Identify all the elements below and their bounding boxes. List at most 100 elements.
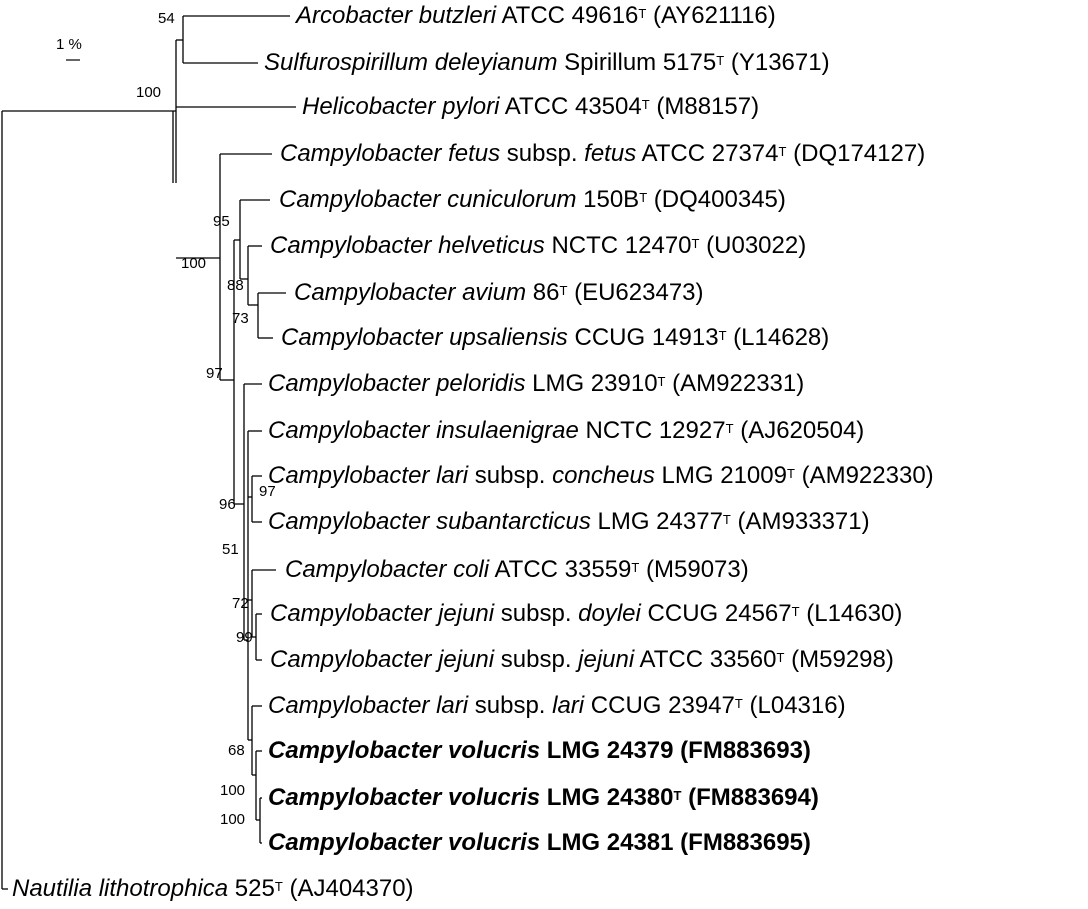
accession-number: (AM922331) xyxy=(665,370,805,397)
accession-number: (M59298) xyxy=(784,646,894,673)
taxon-label-volucris3: Campylobacter volucris LMG 24381 (FM8836… xyxy=(268,828,811,858)
species-name: Campylobacter fetus xyxy=(280,140,501,167)
accession-number: (AM933371) xyxy=(730,508,870,535)
taxon-label-avium: Campylobacter avium 86T (EU623473) xyxy=(294,278,704,308)
bootstrap-value: 54 xyxy=(158,10,175,27)
strain-text: Spirillum 5175 xyxy=(557,49,717,76)
species-name: Campylobacter subantarcticus xyxy=(268,508,591,535)
type-strain-mark: T xyxy=(691,236,700,251)
type-strain-mark: T xyxy=(776,650,785,665)
type-strain-mark: T xyxy=(718,328,727,343)
taxon-label-fetus: Campylobacter fetus subsp. fetus ATCC 27… xyxy=(280,139,925,169)
accession-number: (AJ620504) xyxy=(733,417,865,444)
species-name: Campylobacter avium xyxy=(294,279,527,306)
taxon-label-jejuni: Campylobacter jejuni subsp. jejuni ATCC … xyxy=(270,645,894,675)
type-strain-mark: T xyxy=(631,560,640,575)
accession-number: (L14628) xyxy=(726,324,830,351)
species-name: Campylobacter helveticus xyxy=(270,232,545,259)
bootstrap-value: 51 xyxy=(222,541,239,558)
strain-text: subsp. xyxy=(494,600,579,627)
species-name: Campylobacter peloridis xyxy=(268,370,526,397)
species-name: Campylobacter jejuni xyxy=(270,600,495,627)
type-strain-mark: T xyxy=(638,6,647,21)
strain-text: LMG 21009 xyxy=(654,462,787,489)
taxon-label-cuniculorum: Campylobacter cuniculorum 150BT (DQ40034… xyxy=(279,185,786,215)
taxon-label-lari: Campylobacter lari subsp. lari CCUG 2394… xyxy=(268,691,846,721)
type-strain-mark: T xyxy=(734,696,743,711)
species-name: Sulfurospirillum deleyianum xyxy=(264,49,558,76)
accession-number: (FM883695) xyxy=(673,829,811,856)
bootstrap-value: 100 xyxy=(136,84,162,101)
species-name: Campylobacter lari xyxy=(268,462,469,489)
type-strain-mark: T xyxy=(716,53,725,68)
taxon-label-concheus: Campylobacter lari subsp. concheus LMG 2… xyxy=(268,461,934,491)
accession-number: (FM883694) xyxy=(681,784,819,811)
taxon-label-sulfurospirillum: Sulfurospirillum deleyianum Spirillum 51… xyxy=(264,48,830,78)
species-name: Arcobacter butzleri xyxy=(296,2,497,29)
taxon-label-upsaliensis: Campylobacter upsaliensis CCUG 14913T (L… xyxy=(281,323,829,353)
bootstrap-value: 73 xyxy=(232,310,249,327)
accession-number: (AY621116) xyxy=(646,2,776,29)
type-strain-mark: T xyxy=(778,144,787,159)
bootstrap-value: 100 xyxy=(181,255,207,272)
subspecies-name: fetus xyxy=(584,140,637,167)
strain-text: 150B xyxy=(576,186,640,213)
accession-number: (FM883693) xyxy=(673,737,811,764)
strain-text: CCUG 23947 xyxy=(584,692,735,719)
subspecies-name: jejuni xyxy=(578,646,635,673)
bootstrap-value: 95 xyxy=(213,213,230,230)
bootstrap-value: 100 xyxy=(220,782,246,799)
strain-text: ATCC 49616 xyxy=(496,2,639,29)
species-name: Campylobacter volucris xyxy=(268,737,541,764)
strain-text: LMG 24377 xyxy=(590,508,723,535)
strain-text: NCTC 12927 xyxy=(578,417,726,444)
strain-text: 525 xyxy=(228,875,275,902)
strain-text: 86 xyxy=(526,279,560,306)
accession-number: (Y13671) xyxy=(724,49,830,76)
type-strain-mark: T xyxy=(559,283,568,298)
strain-text: NCTC 12470 xyxy=(544,232,692,259)
type-strain-mark: T xyxy=(673,788,682,803)
species-name: Campylobacter insulaenigrae xyxy=(268,417,579,444)
type-strain-mark: T xyxy=(639,190,648,205)
species-name: Campylobacter volucris xyxy=(268,829,541,856)
accession-number: (M88157) xyxy=(649,93,760,120)
strain-text: LMG 24381 xyxy=(540,829,674,856)
strain-text: subsp. xyxy=(494,646,579,673)
type-strain-mark: T xyxy=(641,97,650,112)
species-name: Nautilia lithotrophica xyxy=(12,875,229,902)
strain-text: ATCC 33560 xyxy=(634,646,777,673)
type-strain-mark: T xyxy=(786,466,795,481)
species-name: Helicobacter pylori xyxy=(302,93,500,120)
taxon-label-doylei: Campylobacter jejuni subsp. doylei CCUG … xyxy=(270,599,902,629)
strain-text: CCUG 24567 xyxy=(640,600,792,627)
species-name: Campylobacter jejuni xyxy=(270,646,495,673)
bootstrap-value: 97 xyxy=(206,365,223,382)
accession-number: (DQ400345) xyxy=(647,186,786,213)
species-name: Campylobacter upsaliensis xyxy=(281,324,568,351)
species-name: Campylobacter volucris xyxy=(268,784,541,811)
strain-text: subsp. xyxy=(500,140,585,167)
accession-number: (AM922330) xyxy=(794,462,934,489)
taxon-label-subantarcticus: Campylobacter subantarcticus LMG 24377T … xyxy=(268,507,870,537)
tree-branches xyxy=(1,15,296,890)
bootstrap-value: 99 xyxy=(236,629,253,646)
accession-number: (AJ404370) xyxy=(282,875,414,902)
species-name: Campylobacter cuniculorum xyxy=(279,186,577,213)
type-strain-mark: T xyxy=(722,512,731,527)
strain-text: LMG 23910 xyxy=(525,370,658,397)
taxon-label-nautilia: Nautilia lithotrophica 525T (AJ404370) xyxy=(12,874,414,904)
type-strain-mark: T xyxy=(657,374,666,389)
taxon-label-volucris1: Campylobacter volucris LMG 24379 (FM8836… xyxy=(268,736,811,766)
strain-text: LMG 24379 xyxy=(540,737,674,764)
accession-number: (EU623473) xyxy=(567,279,704,306)
accession-number: (U03022) xyxy=(699,232,807,259)
bootstrap-value: 88 xyxy=(227,277,244,294)
strain-text: subsp. xyxy=(468,692,553,719)
accession-number: (L04316) xyxy=(742,692,846,719)
subspecies-name: concheus xyxy=(552,462,655,489)
type-strain-mark: T xyxy=(791,604,800,619)
accession-number: (L14630) xyxy=(799,600,903,627)
bootstrap-value: 96 xyxy=(219,496,236,513)
